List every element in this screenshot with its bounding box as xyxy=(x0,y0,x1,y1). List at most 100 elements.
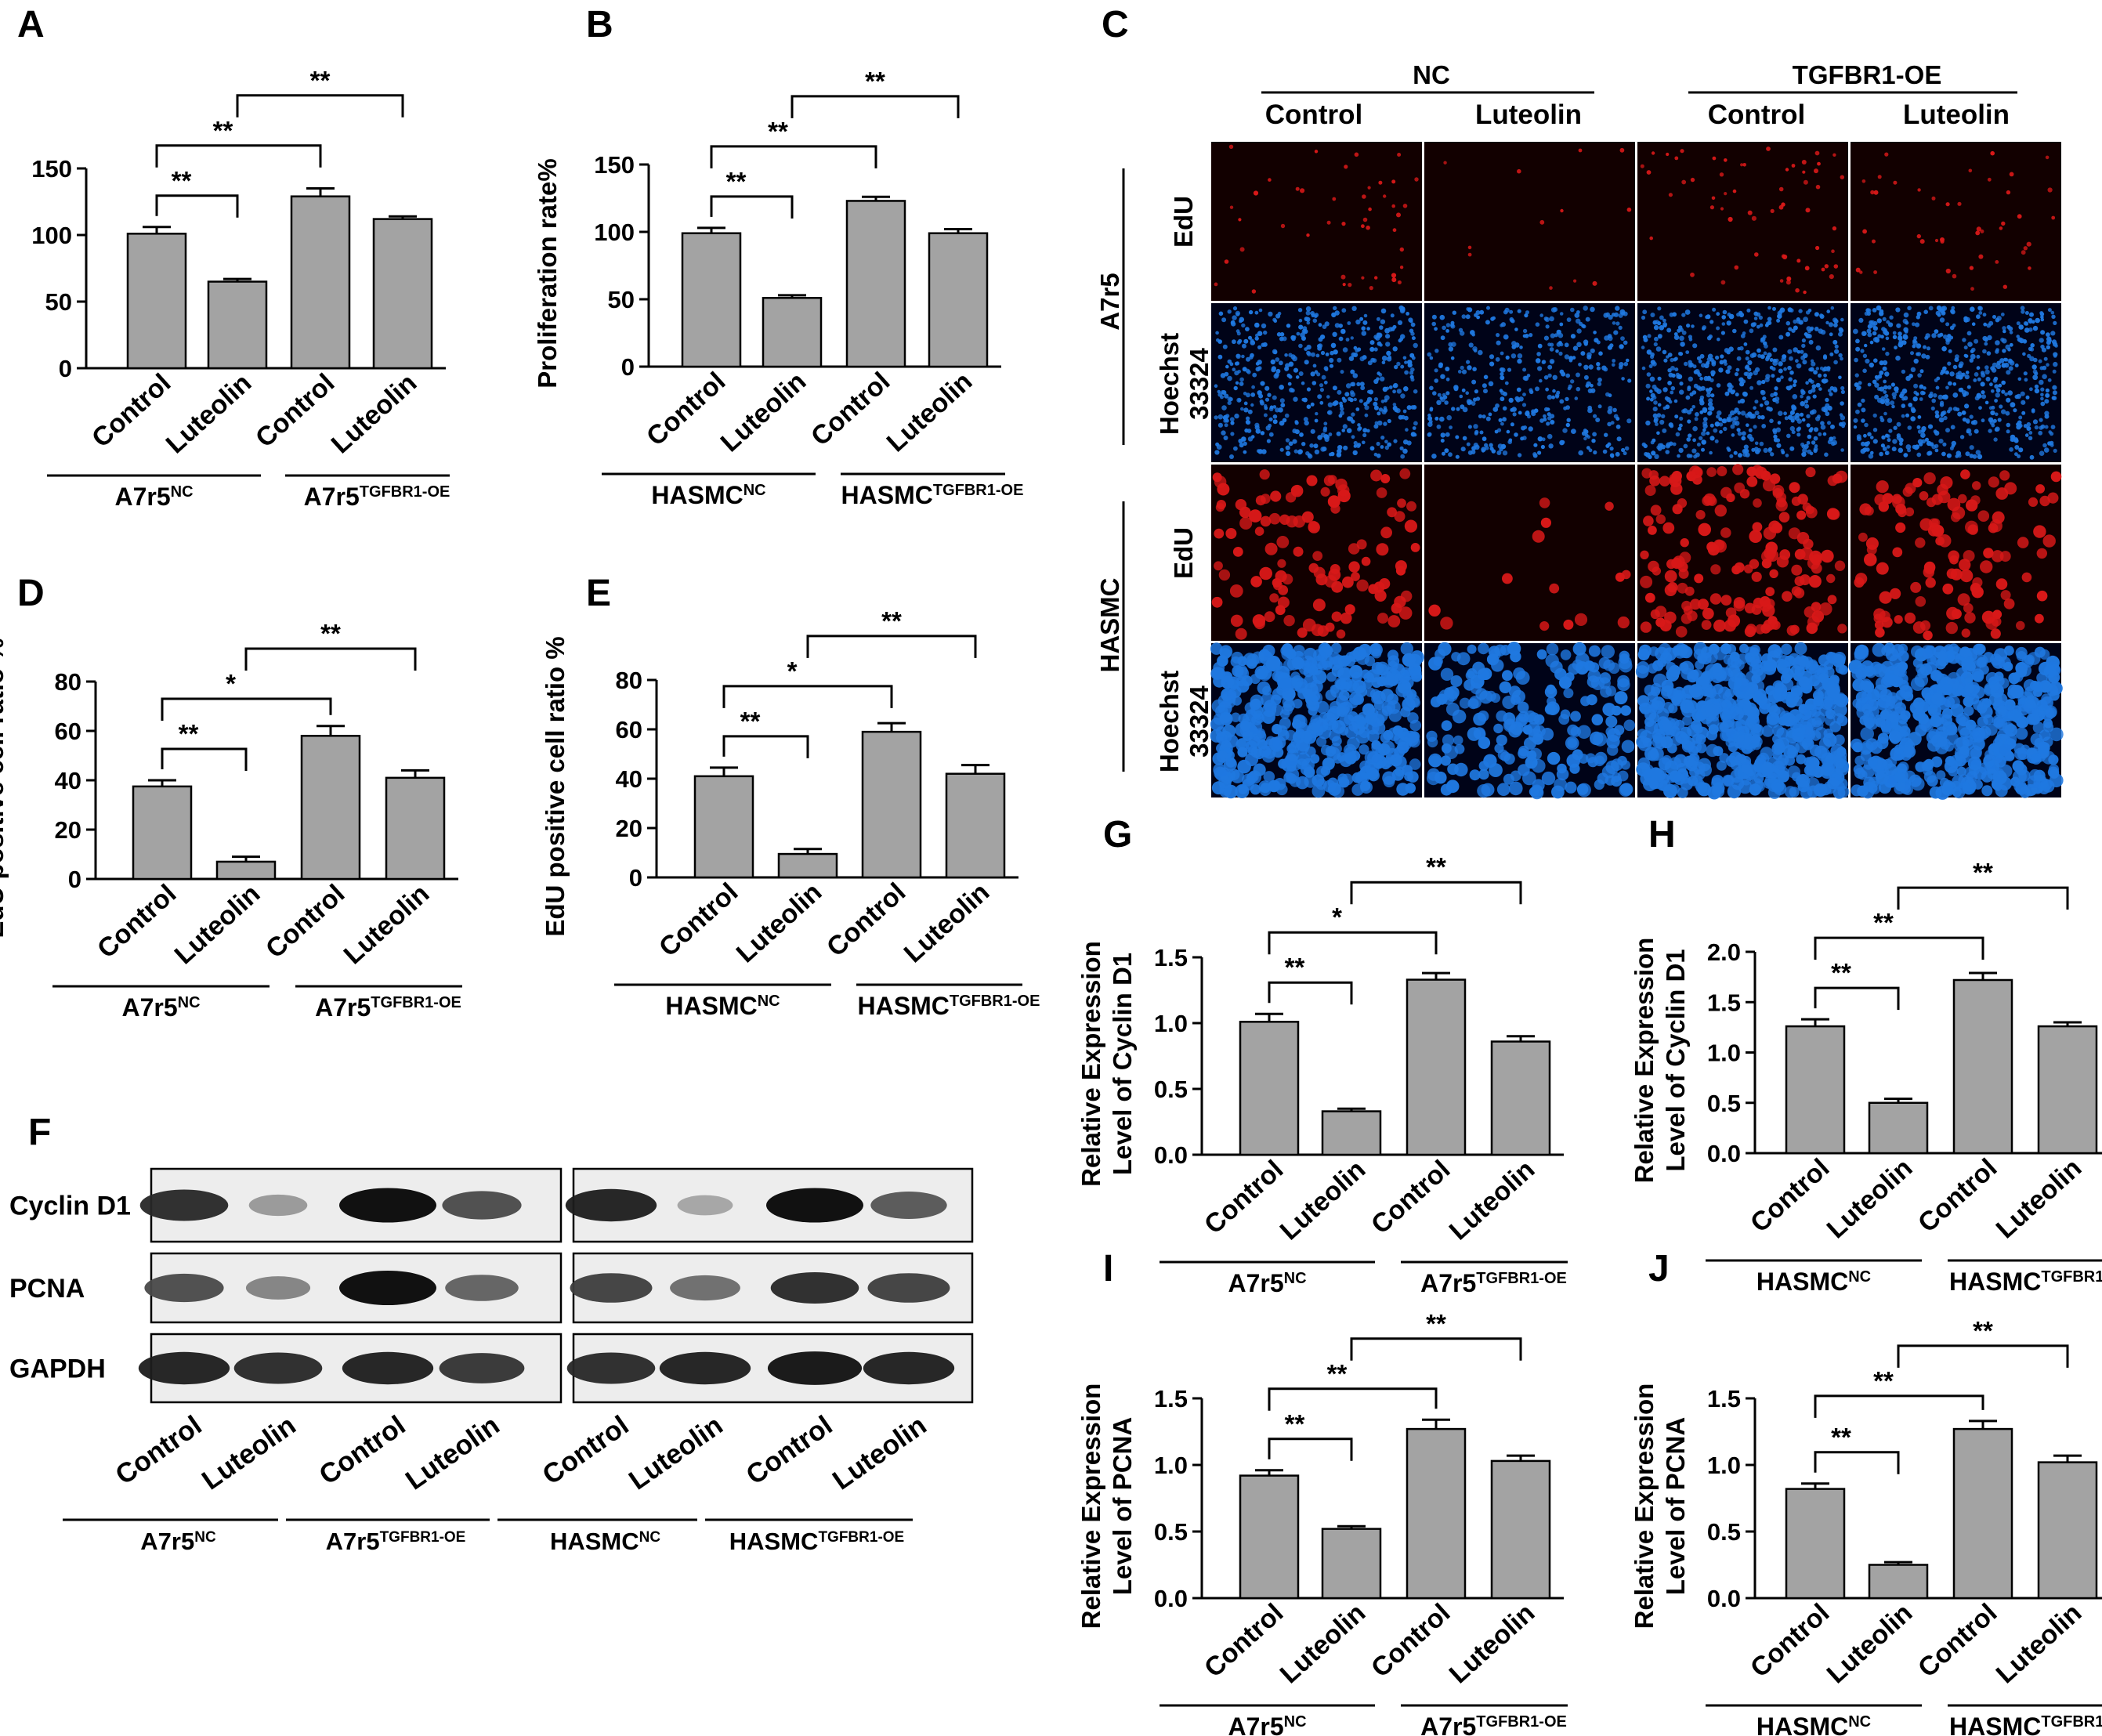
group-label-i-base: A7r5 xyxy=(1228,1712,1283,1736)
nucleus xyxy=(1275,357,1280,362)
nucleus xyxy=(1257,449,1263,454)
bar-a xyxy=(207,280,268,370)
significance-bracket-e xyxy=(806,635,977,658)
nucleus xyxy=(1640,164,1644,168)
nucleus xyxy=(1330,451,1335,457)
nucleus xyxy=(2009,172,2014,177)
bar-g xyxy=(1239,1021,1300,1156)
nucleus xyxy=(1268,432,1274,437)
nucleus xyxy=(1353,440,1358,446)
nucleus xyxy=(1288,361,1294,367)
nucleus xyxy=(1525,310,1529,315)
nucleus xyxy=(1380,319,1386,324)
nucleus xyxy=(1343,445,1348,450)
nucleus xyxy=(1999,226,2003,230)
nucleus xyxy=(1268,178,1272,182)
blot-band xyxy=(867,1273,950,1303)
nucleus xyxy=(1243,407,1249,413)
significance-bracket-i xyxy=(1268,1438,1353,1461)
nucleus xyxy=(1373,424,1379,429)
significance-bracket-h xyxy=(1897,886,2069,910)
y-axis-title-d: EdU positive cell ratio % xyxy=(0,638,9,938)
group-label-d: A7r5NC xyxy=(121,993,200,1022)
nucleus xyxy=(1621,377,1625,381)
nucleus xyxy=(1225,364,1229,369)
nucleus xyxy=(1314,418,1319,423)
blot-band xyxy=(342,1351,434,1385)
nucleus xyxy=(1341,429,1345,432)
nucleus xyxy=(1405,428,1409,432)
nucleus xyxy=(1351,306,1357,311)
nucleus xyxy=(1376,316,1380,321)
nucleus xyxy=(1310,371,1315,377)
nucleus xyxy=(1934,238,1939,243)
nucleus xyxy=(1329,363,1334,368)
nucleus xyxy=(1333,349,1338,355)
nucleus xyxy=(1315,411,1319,416)
nucleus xyxy=(1410,331,1415,336)
nucleus xyxy=(1406,405,1412,410)
y-axis-title-line-i: Level of PCNA xyxy=(1108,1417,1137,1595)
nucleus xyxy=(1373,378,1379,385)
nucleus xyxy=(1565,422,1571,428)
nucleus xyxy=(1293,396,1298,402)
nucleus xyxy=(1324,367,1329,372)
group-label-b-sup: TGFBR1-OE xyxy=(933,482,1024,499)
y-tick-label-d: 40 xyxy=(55,767,81,794)
nucleus xyxy=(1791,164,1796,168)
nucleus xyxy=(1353,397,1358,402)
group-label-j-base: HASMC xyxy=(1949,1712,2041,1736)
nucleus xyxy=(1233,385,1238,391)
nucleus xyxy=(1411,336,1416,341)
nucleus xyxy=(1391,273,1397,278)
nucleus xyxy=(1495,403,1500,408)
blot-band xyxy=(245,1276,311,1300)
nucleus xyxy=(1468,342,1474,348)
blot-band xyxy=(144,1273,224,1303)
nucleus xyxy=(1327,402,1333,407)
nucleus xyxy=(1217,414,1224,420)
nucleus xyxy=(1357,347,1362,352)
panel-label-j: J xyxy=(1648,1248,1670,1289)
nucleus xyxy=(1246,356,1250,362)
nucleus xyxy=(1231,320,1236,325)
y-axis-title-line-i: Relative Expression xyxy=(1076,1383,1105,1629)
bar-h xyxy=(1785,1025,1846,1155)
nucleus xyxy=(1559,399,1565,404)
group-label-e: HASMCTGFBR1-OE xyxy=(858,992,1040,1020)
nucleus xyxy=(1234,413,1239,419)
nucleus xyxy=(1239,377,1244,382)
nucleus xyxy=(1332,197,1337,201)
nucleus xyxy=(1314,449,1320,455)
nucleus xyxy=(1373,405,1379,410)
nucleus xyxy=(1279,447,1284,452)
group-label-a-sup: NC xyxy=(171,483,194,501)
nucleus xyxy=(1391,277,1397,283)
y-tick-label-h: 1.5 xyxy=(1707,989,1741,1016)
y-axis-title-line-b: Proliferation rate% xyxy=(533,158,562,388)
nucleus xyxy=(1612,359,1616,363)
nucleus xyxy=(1436,424,1442,429)
nucleus xyxy=(1217,354,1223,360)
nucleus xyxy=(1268,311,1273,317)
nucleus xyxy=(1378,407,1384,412)
nucleus xyxy=(1592,280,1597,286)
nucleus xyxy=(1319,400,1324,405)
nucleus xyxy=(1368,207,1372,212)
nucleus xyxy=(1840,175,1844,179)
nucleus xyxy=(1969,266,1974,270)
nucleus xyxy=(1734,265,1739,270)
nucleus xyxy=(1831,249,1835,254)
group-label-a: A7r5NC xyxy=(114,483,193,511)
blot-band xyxy=(566,1352,656,1384)
nucleus xyxy=(1785,280,1791,285)
nucleus xyxy=(1272,349,1278,354)
nucleus xyxy=(1574,396,1579,400)
nucleus xyxy=(1306,387,1311,392)
nucleus xyxy=(1311,352,1315,357)
nucleus xyxy=(1265,425,1271,431)
nucleus xyxy=(1321,374,1326,380)
y-tick-label-d: 0 xyxy=(68,866,81,893)
blot-lane-label: Luteolin xyxy=(624,1410,729,1496)
